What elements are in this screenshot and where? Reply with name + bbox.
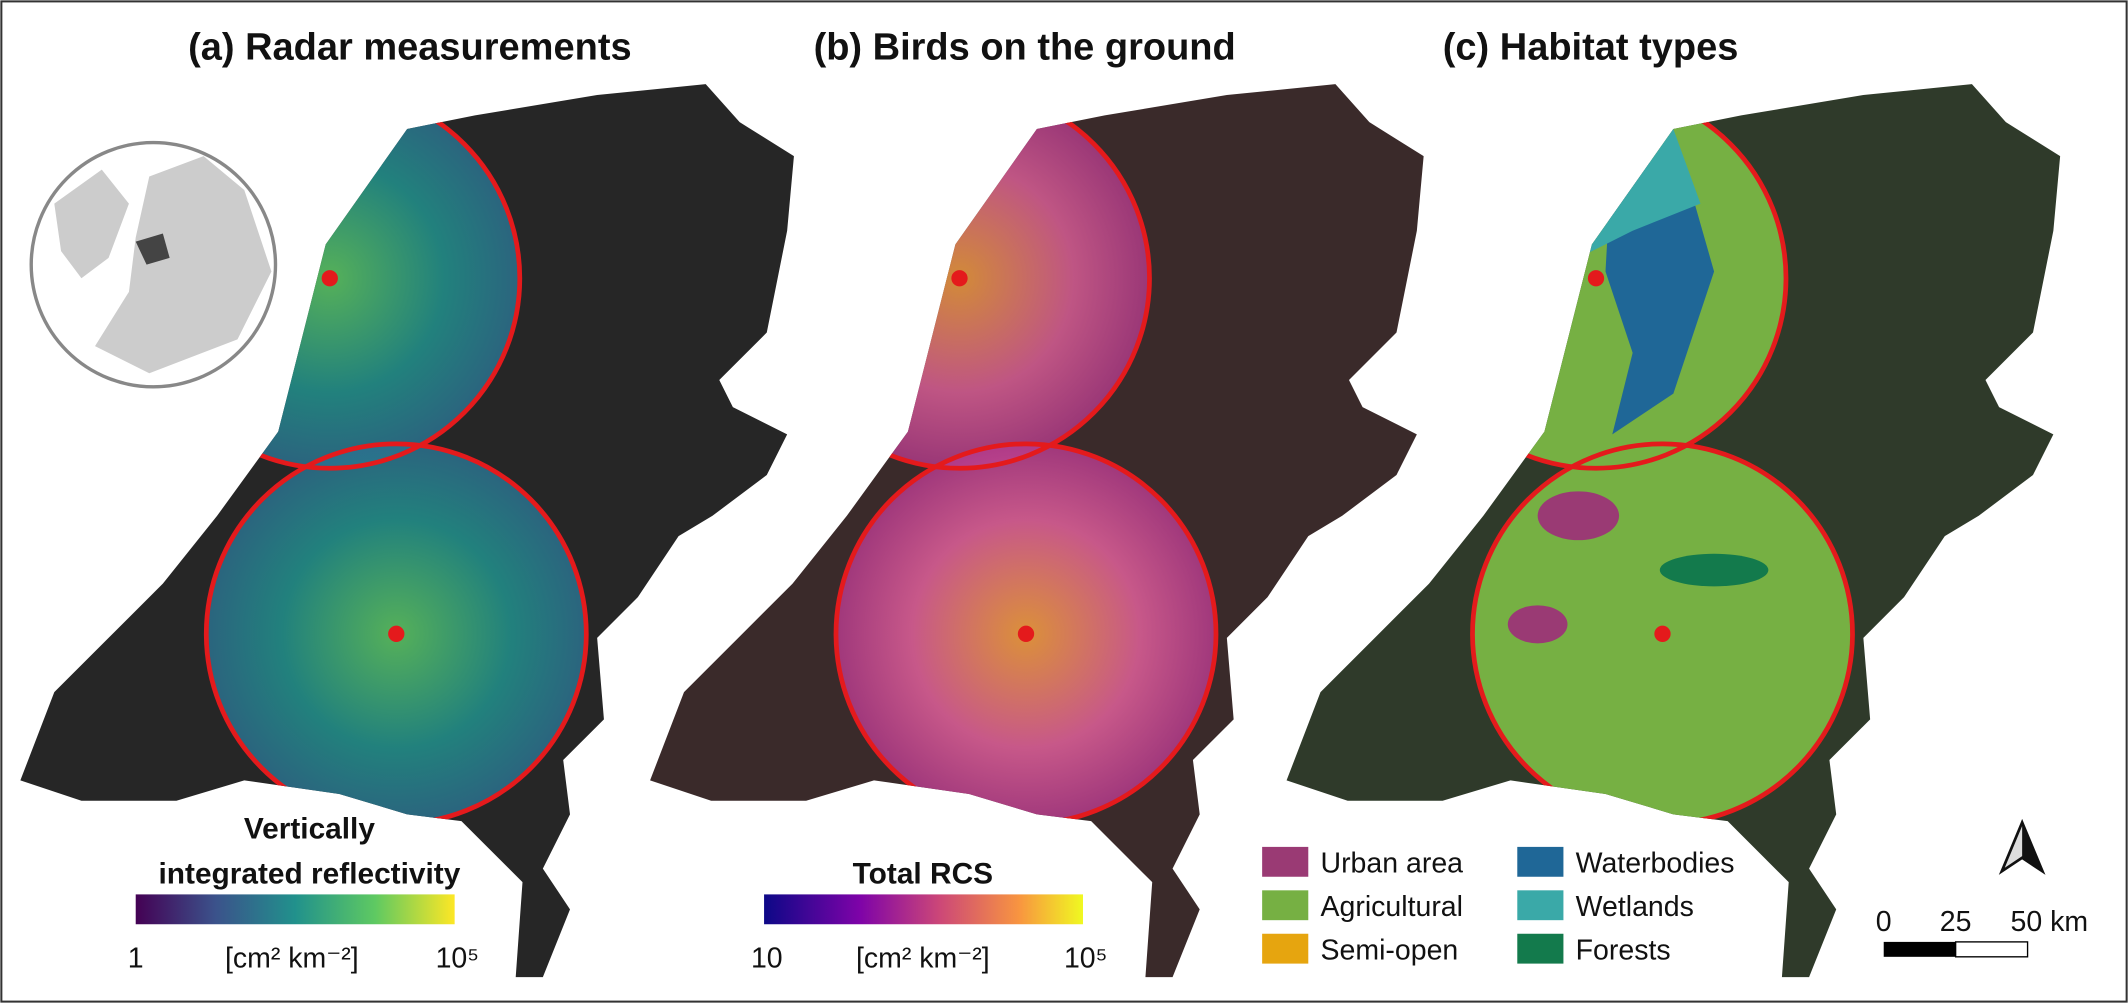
colorbar-title: integrated reflectivity — [158, 858, 460, 891]
scale-label: 0 — [1876, 906, 1892, 938]
legend-label: Waterbodies — [1576, 848, 1735, 880]
legend-label: Urban area — [1321, 848, 1464, 880]
legend-swatch — [1262, 933, 1309, 964]
radar-site — [1654, 625, 1671, 642]
legend-swatch — [1517, 933, 1564, 964]
colorbar-title: Vertically — [244, 813, 375, 846]
colorbar-min: 1 — [128, 943, 144, 975]
colorbar — [764, 894, 1083, 925]
colorbar-title: Total RCS — [853, 858, 993, 891]
colorbar-min: 10 — [751, 943, 783, 975]
legend-label: Wetlands — [1576, 891, 1694, 923]
legend-label: Forests — [1576, 935, 1671, 967]
legend-label: Semi-open — [1321, 935, 1459, 967]
scale-label: 25 — [1940, 906, 1972, 938]
colorbar-unit: [cm² km⁻²] — [225, 943, 359, 975]
colorbar-max: 10⁵ — [436, 943, 480, 975]
colorbar-max: 10⁵ — [1064, 943, 1107, 975]
radar-site — [1587, 270, 1605, 287]
radar-site — [388, 625, 405, 642]
panel-title: (a) Radar measurements — [188, 27, 632, 69]
inset-globe — [29, 140, 278, 389]
legend-swatch — [1517, 890, 1564, 921]
legend: Urban area Agricultural Semi-open Waterbodi… — [1262, 846, 1735, 967]
panel-title: (c) Habitat types — [1443, 27, 1739, 69]
north-arrow — [1998, 818, 2046, 875]
legend-swatch — [1517, 846, 1564, 877]
panel-a: (a) Radar measurements Vertically integr… — [20, 27, 794, 978]
legend-label: Agricultural — [1321, 891, 1463, 923]
colorbar-unit: [cm² km⁻²] — [856, 943, 990, 975]
legend-swatch — [1262, 846, 1309, 877]
panel-title: (b) Birds on the ground — [814, 27, 1236, 69]
radar-site — [951, 270, 968, 287]
legend-swatch — [1262, 890, 1309, 921]
radar-site — [1017, 625, 1035, 642]
radar-site — [321, 270, 338, 287]
scale-bar: 0 25 50 km — [1876, 906, 2088, 958]
colorbar — [135, 894, 455, 925]
scale-label: 50 km — [2010, 906, 2088, 938]
